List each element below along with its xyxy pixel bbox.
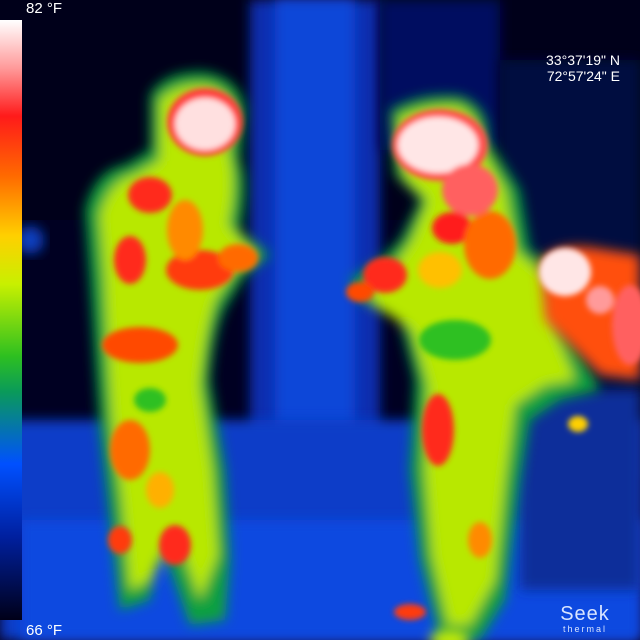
max-temperature-label: 82 °F: [26, 0, 63, 17]
gps-longitude: 72°57'24" E: [546, 68, 620, 84]
gps-coordinates: 33°37'19" N 72°57'24" E: [546, 52, 620, 84]
gps-latitude: 33°37'19" N: [546, 52, 620, 68]
brand-tagline: thermal: [562, 624, 607, 634]
seek-thermal-logo: Seek thermal: [544, 604, 626, 634]
person-right-heat-signature: [346, 95, 600, 640]
min-temperature-label: 66 °F: [26, 622, 63, 639]
person-far-right-heat-signature: [430, 246, 640, 640]
temperature-color-scale: [0, 20, 22, 620]
brand-name: Seek: [560, 603, 610, 625]
person-left-heat-signature: [85, 71, 270, 625]
